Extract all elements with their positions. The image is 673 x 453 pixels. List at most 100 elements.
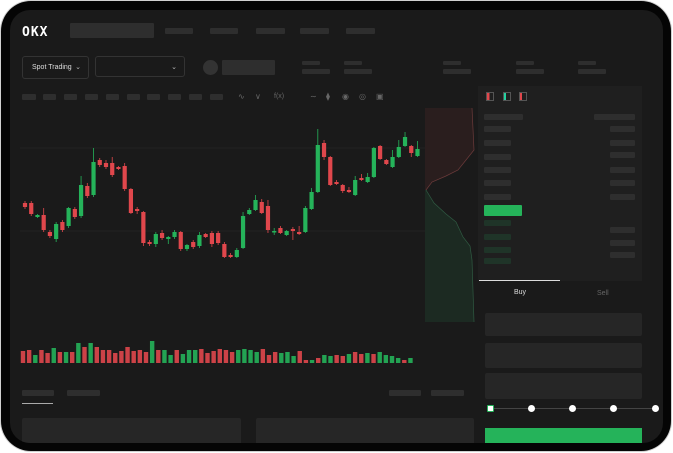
tab-placeholder[interactable]: [389, 390, 421, 396]
volume-bar: [402, 360, 407, 363]
interval-placeholder[interactable]: [43, 94, 56, 100]
settings-icon[interactable]: ◎: [359, 92, 366, 101]
candle-body: [147, 242, 152, 244]
stat-placeholder: [578, 61, 596, 65]
slider-stop-100[interactable]: [651, 404, 659, 412]
tab-placeholder[interactable]: [22, 390, 54, 396]
candle-body: [29, 203, 34, 214]
amount-input[interactable]: [485, 343, 642, 368]
tab-placeholder[interactable]: [431, 390, 464, 396]
volume-bar: [94, 347, 99, 363]
candle-body: [240, 216, 246, 248]
volume-bar: [174, 350, 179, 363]
size-row-placeholder: [610, 140, 635, 146]
volume-bar: [70, 352, 75, 363]
candle-body: [247, 210, 252, 214]
interval-placeholder[interactable]: [147, 94, 160, 100]
slider-stop-75[interactable]: [610, 404, 618, 412]
volume-bar: [359, 354, 364, 363]
size-row-placeholder: [610, 126, 635, 132]
candle-body: [97, 160, 102, 165]
interval-placeholder[interactable]: [127, 94, 140, 100]
volume-bar: [242, 349, 247, 363]
indicator-icon[interactable]: ∨: [255, 92, 261, 101]
stat-placeholder: [516, 61, 534, 65]
bid-row-placeholder: [484, 247, 511, 253]
volume-bar: [248, 350, 253, 363]
trading-mode-label: Spot Trading: [32, 64, 72, 71]
volume-bar: [266, 355, 272, 363]
line-type-icon[interactable]: ∿: [238, 92, 245, 101]
last-price-highlight: [484, 205, 522, 216]
ask-row-placeholder: [484, 194, 511, 200]
candle-body: [116, 167, 121, 169]
snapshot-icon[interactable]: ◉: [342, 92, 349, 101]
trend-line-icon[interactable]: ∼: [310, 92, 317, 101]
interval-placeholder[interactable]: [22, 94, 36, 100]
nav-placeholder[interactable]: [300, 28, 329, 34]
fullscreen-icon[interactable]: ▣: [376, 92, 384, 101]
depth-asks-area: [425, 108, 474, 190]
candle-body: [135, 209, 140, 211]
candle-body: [409, 146, 414, 153]
size-row-placeholder: [610, 167, 635, 173]
volume-bar: [211, 351, 216, 363]
size-row-placeholder: [610, 227, 635, 233]
ruler-icon[interactable]: ⧫: [326, 92, 330, 101]
candle-body: [390, 157, 395, 167]
candle-body: [384, 160, 389, 164]
volume-bar: [143, 352, 149, 363]
candle-body: [284, 231, 289, 235]
app-screen: OKX Spot Trading ⌄ ⌄ ∿ ∨ f(x) ∼ ⧫ ◉ ◎ ▣ …: [10, 10, 663, 443]
pair-selector-dropdown[interactable]: ⌄: [95, 56, 185, 77]
tab-sell[interactable]: Sell: [597, 290, 609, 297]
candle-body: [128, 189, 134, 213]
nav-placeholder[interactable]: [210, 28, 238, 34]
slider-stop-25[interactable]: [527, 404, 535, 412]
candle-body: [334, 182, 339, 184]
candle-body: [41, 215, 46, 230]
volume-bar: [20, 351, 26, 363]
candle-body: [415, 149, 420, 156]
volume-bar: [328, 356, 333, 363]
candle-body: [159, 233, 165, 238]
price-input[interactable]: [485, 313, 642, 336]
candle-body: [359, 178, 364, 180]
interval-placeholder[interactable]: [210, 94, 223, 100]
book-both-icon[interactable]: [486, 92, 494, 101]
size-row-placeholder: [610, 252, 635, 258]
buy-button[interactable]: [485, 428, 642, 443]
volume-bar: [125, 347, 130, 363]
tab-placeholder[interactable]: [67, 390, 100, 396]
nav-placeholder[interactable]: [165, 28, 193, 34]
candle-body: [178, 232, 183, 249]
depth-bids-area: [425, 190, 474, 322]
slider-stop-0[interactable]: [486, 404, 494, 412]
interval-placeholder[interactable]: [106, 94, 119, 100]
candle-body: [396, 147, 401, 157]
book-bids-icon[interactable]: [503, 92, 511, 101]
candle-body: [35, 215, 40, 217]
tab-buy[interactable]: Buy: [514, 289, 527, 296]
candle-body: [321, 143, 327, 157]
total-input[interactable]: [485, 373, 642, 399]
fx-icon[interactable]: f(x): [274, 93, 285, 100]
candle-body: [72, 209, 77, 217]
candle-body: [54, 224, 59, 239]
volume-bar: [106, 350, 112, 363]
interval-placeholder[interactable]: [168, 94, 181, 100]
slider-stop-50[interactable]: [569, 404, 576, 412]
interval-placeholder[interactable]: [85, 94, 98, 100]
ask-row-placeholder: [484, 154, 511, 160]
interval-placeholder[interactable]: [64, 94, 77, 100]
nav-placeholder[interactable]: [346, 28, 375, 34]
volume-bar: [39, 350, 44, 363]
candle-body: [234, 250, 239, 257]
trading-mode-dropdown[interactable]: Spot Trading ⌄: [22, 56, 89, 79]
interval-placeholder[interactable]: [189, 94, 202, 100]
candle-body: [47, 232, 53, 236]
book-asks-icon[interactable]: [519, 92, 527, 101]
nav-placeholder[interactable]: [256, 28, 285, 34]
ask-row-placeholder: [484, 180, 511, 186]
